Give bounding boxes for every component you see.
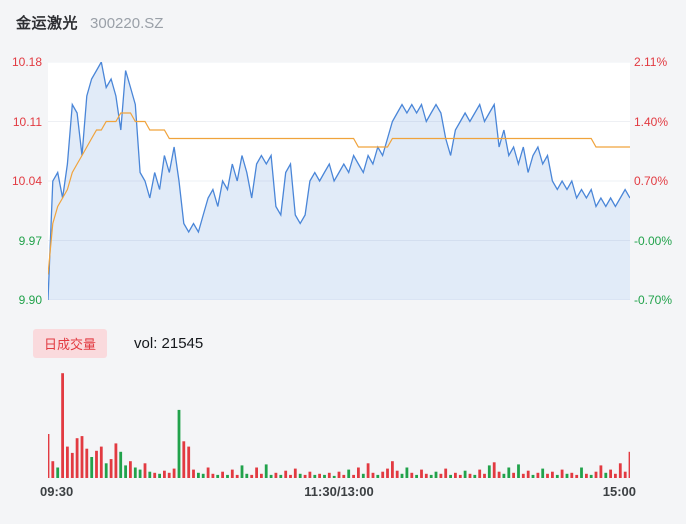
y-axis-label-pct-4: -0.70% — [634, 293, 673, 307]
y-axis-label-pct-1: 1.40% — [634, 114, 669, 129]
y-axis-label-price-2: 10.04 — [11, 174, 42, 188]
header: 金运激光 300220.SZ — [16, 12, 163, 33]
y-axis-percent: 2.11% 1.40% 0.70% -0.00% -0.70% — [634, 56, 684, 306]
x-axis-label-noon: 11:30/13:00 — [304, 484, 374, 499]
y-axis-price: 10.18 10.11 10.04 9.97 9.90 — [6, 56, 42, 306]
stock-name: 金运激光 — [16, 15, 79, 32]
y-axis-label-pct-2: 0.70% — [634, 174, 669, 188]
volume-chart-canvas[interactable] — [48, 368, 630, 478]
y-axis-label-price-0: 10.18 — [11, 55, 42, 69]
volume-legend-row: 日成交量 vol: 21545 — [33, 329, 203, 358]
x-axis-label-open: 09:30 — [40, 484, 74, 499]
price-chart-canvas[interactable] — [48, 62, 630, 300]
stock-code: 300220.SZ — [90, 15, 164, 32]
y-axis-label-price-1: 10.11 — [12, 114, 42, 129]
y-axis-label-price-3: 9.97 — [18, 233, 42, 248]
volume-total-label: vol: 21545 — [134, 335, 204, 352]
x-axis-label-close: 15:00 — [602, 484, 636, 499]
y-axis-label-price-4: 9.90 — [18, 293, 42, 307]
y-axis-label-pct-0: 2.11% — [634, 55, 668, 69]
y-axis-label-pct-3: -0.00% — [634, 233, 673, 248]
x-axis: 09:30 11:30/13:00 15:00 — [0, 484, 686, 502]
daily-volume-badge[interactable]: 日成交量 — [33, 329, 108, 358]
